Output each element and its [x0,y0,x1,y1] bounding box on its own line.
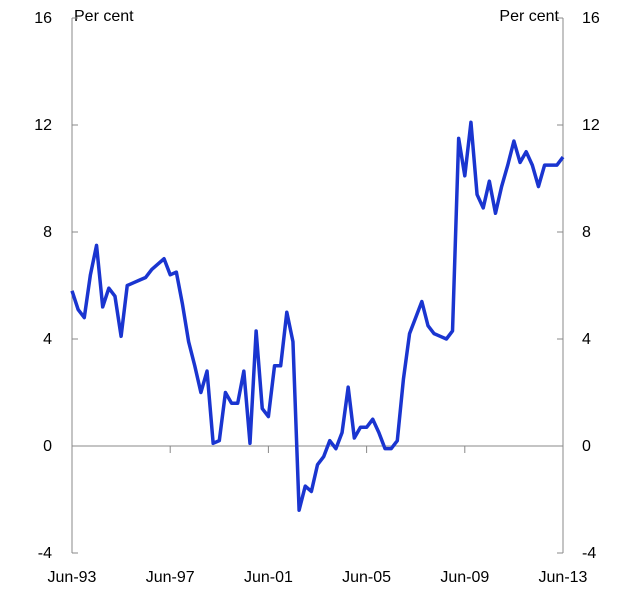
y2-tick-label: 0 [582,438,591,455]
y2-tick-label: 4 [582,331,591,348]
x-tick-label: Jun-97 [146,569,195,586]
y2-tick-label: 12 [582,117,600,134]
y2-tick-label: 8 [582,224,591,241]
x-tick-label: Jun-09 [440,569,489,586]
y-tick-label: 8 [43,224,52,241]
y-tick-label: 12 [34,117,52,134]
y-tick-label: 4 [43,331,52,348]
y-tick-label: 0 [43,438,52,455]
y2-axis-label: Per cent [499,8,559,25]
x-tick-label: Jun-01 [244,569,293,586]
y2-tick-label: 16 [582,10,600,27]
x-tick-label: Jun-13 [539,569,588,586]
x-tick-label: Jun-05 [342,569,391,586]
x-tick-label: Jun-93 [48,569,97,586]
y-axis-label: Per cent [74,8,134,25]
y-tick-label: -4 [38,545,52,562]
y-tick-label: 16 [34,10,52,27]
y2-tick-label: -4 [582,545,596,562]
data-line [70,120,565,512]
